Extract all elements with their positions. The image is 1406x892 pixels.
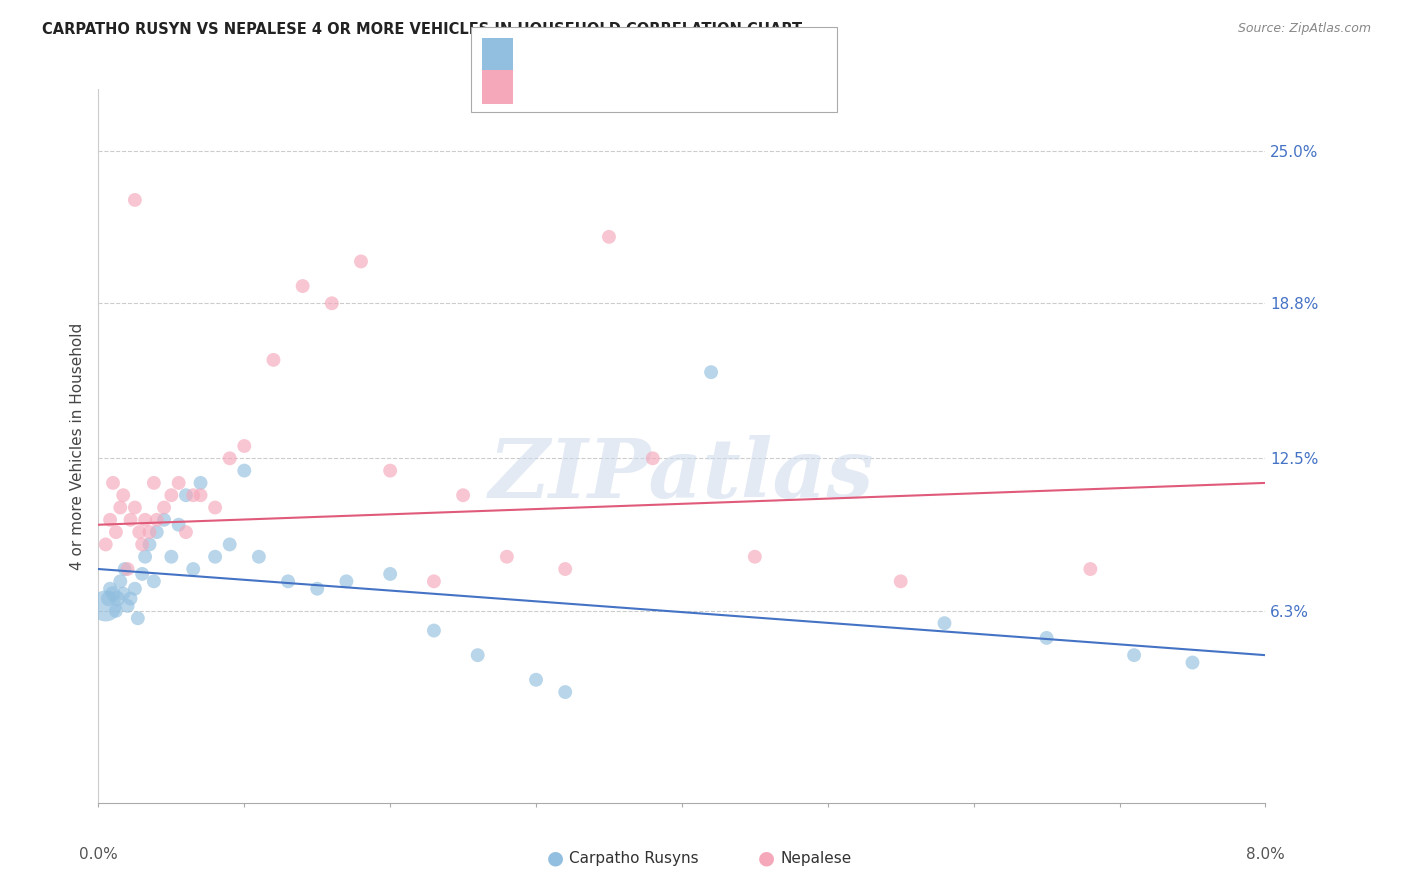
Text: ●: ●	[547, 848, 564, 868]
Point	[98, 582, 121, 596]
Point	[335, 574, 357, 589]
Point	[554, 562, 576, 576]
Point	[218, 451, 240, 466]
Point	[190, 475, 212, 490]
Point	[128, 525, 150, 540]
Point	[120, 591, 142, 606]
Point	[190, 488, 212, 502]
Point	[98, 513, 121, 527]
Point	[204, 500, 226, 515]
Point	[1123, 648, 1146, 662]
Point	[104, 604, 127, 618]
Point	[233, 464, 256, 478]
Point	[127, 611, 149, 625]
Point	[134, 549, 156, 564]
Text: 41: 41	[690, 48, 711, 62]
Point	[321, 296, 343, 310]
Point	[174, 488, 197, 502]
Point	[160, 488, 183, 502]
Point	[934, 616, 956, 631]
Point	[423, 574, 446, 589]
Text: R =: R =	[524, 80, 558, 95]
Point	[114, 562, 136, 576]
Point	[105, 591, 128, 606]
Point	[94, 599, 117, 613]
Point	[101, 587, 124, 601]
Text: 8.0%: 8.0%	[1246, 847, 1285, 862]
Point	[378, 464, 402, 478]
Point	[181, 562, 204, 576]
Point	[554, 685, 576, 699]
Text: 0.054: 0.054	[569, 80, 617, 95]
Point	[174, 525, 197, 540]
Point	[153, 500, 176, 515]
Text: CARPATHO RUSYN VS NEPALESE 4 OR MORE VEHICLES IN HOUSEHOLD CORRELATION CHART: CARPATHO RUSYN VS NEPALESE 4 OR MORE VEH…	[42, 22, 803, 37]
Point	[124, 193, 146, 207]
Point	[291, 279, 314, 293]
Point	[744, 549, 766, 564]
Point	[138, 525, 160, 540]
Point	[112, 587, 135, 601]
Point	[181, 488, 204, 502]
Point	[124, 582, 146, 596]
Point	[94, 537, 117, 551]
Text: Source: ZipAtlas.com: Source: ZipAtlas.com	[1237, 22, 1371, 36]
Text: R =: R =	[524, 48, 558, 62]
Point	[167, 517, 190, 532]
Point	[131, 537, 153, 551]
Point	[641, 451, 664, 466]
Point	[134, 513, 156, 527]
Point	[423, 624, 446, 638]
Point	[598, 230, 620, 244]
Point	[160, 549, 183, 564]
Text: 0.0%: 0.0%	[79, 847, 118, 862]
Point	[524, 673, 547, 687]
Point	[700, 365, 723, 379]
Point	[146, 525, 169, 540]
Point	[97, 591, 120, 606]
Point	[277, 574, 299, 589]
Y-axis label: 4 or more Vehicles in Household: 4 or more Vehicles in Household	[69, 322, 84, 570]
Point	[467, 648, 489, 662]
Point	[204, 549, 226, 564]
Point	[350, 254, 373, 268]
Point	[101, 475, 124, 490]
Point	[104, 525, 127, 540]
Point	[131, 566, 153, 581]
Point	[110, 500, 132, 515]
Point	[117, 599, 139, 613]
Point	[247, 549, 270, 564]
Point	[1080, 562, 1102, 576]
Text: -0.169: -0.169	[569, 48, 624, 62]
Point	[451, 488, 474, 502]
Point	[378, 566, 402, 581]
Point	[117, 562, 139, 576]
Point	[218, 537, 240, 551]
Point	[262, 352, 284, 367]
Text: ZIPatlas: ZIPatlas	[489, 434, 875, 515]
Point	[307, 582, 329, 596]
Point	[142, 574, 165, 589]
Point	[146, 513, 169, 527]
Point	[124, 500, 146, 515]
Point	[112, 488, 135, 502]
Point	[120, 513, 142, 527]
Point	[890, 574, 912, 589]
Point	[142, 475, 165, 490]
Point	[495, 549, 517, 564]
Point	[167, 475, 190, 490]
Point	[138, 537, 160, 551]
Text: N =: N =	[640, 80, 683, 95]
Point	[153, 513, 176, 527]
Text: Nepalese: Nepalese	[780, 851, 852, 865]
Text: Carpatho Rusyns: Carpatho Rusyns	[569, 851, 699, 865]
Point	[1181, 656, 1204, 670]
Point	[1035, 631, 1057, 645]
Point	[110, 574, 132, 589]
Text: ●: ●	[758, 848, 775, 868]
Text: 39: 39	[690, 80, 711, 95]
Point	[233, 439, 256, 453]
Text: N =: N =	[640, 48, 683, 62]
